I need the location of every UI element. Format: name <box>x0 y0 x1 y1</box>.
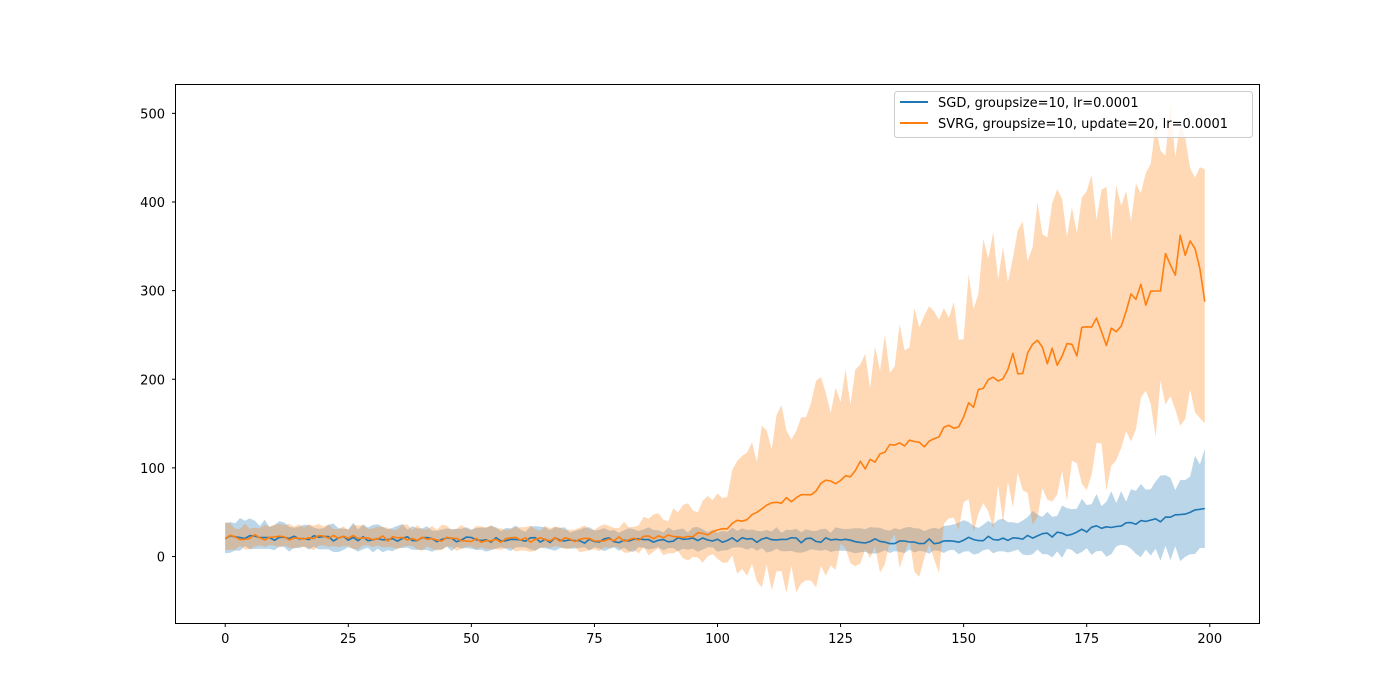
band-sgd <box>225 448 1205 562</box>
band-svrg <box>225 103 1205 594</box>
x-tick-label: 75 <box>586 632 603 647</box>
y-tick-label: 500 <box>140 107 165 122</box>
y-tick-label: 400 <box>140 196 165 211</box>
legend-label-svrg: SVRG, groupsize=10, update=20, lr=0.0001 <box>938 117 1228 132</box>
confidence-bands <box>225 103 1205 594</box>
legend: SGD, groupsize=10, lr=0.0001 SVRG, group… <box>894 91 1253 138</box>
y-tick-label: 200 <box>140 373 165 388</box>
x-tick-label: 50 <box>463 632 480 647</box>
x-tick-label: 25 <box>340 632 357 647</box>
legend-label-sgd: SGD, groupsize=10, lr=0.0001 <box>938 96 1139 111</box>
x-tick-label: 100 <box>705 632 730 647</box>
x-tick-label: 150 <box>951 632 976 647</box>
x-tick-label: 0 <box>221 632 229 647</box>
x-tick-label: 175 <box>1074 632 1099 647</box>
series-lines <box>224 234 1206 545</box>
x-tick-label: 200 <box>1197 632 1222 647</box>
line-svrg <box>224 234 1206 544</box>
x-axis: 0 25 50 75 100 125 150 175 200 <box>221 623 1222 647</box>
y-tick-label: 300 <box>140 285 165 300</box>
x-tick-label: 125 <box>828 632 853 647</box>
y-tick-label: 100 <box>140 462 165 477</box>
y-tick-label: 0 <box>157 551 165 566</box>
legend-box <box>894 91 1253 138</box>
y-axis: 0 100 200 300 400 500 <box>140 107 176 566</box>
